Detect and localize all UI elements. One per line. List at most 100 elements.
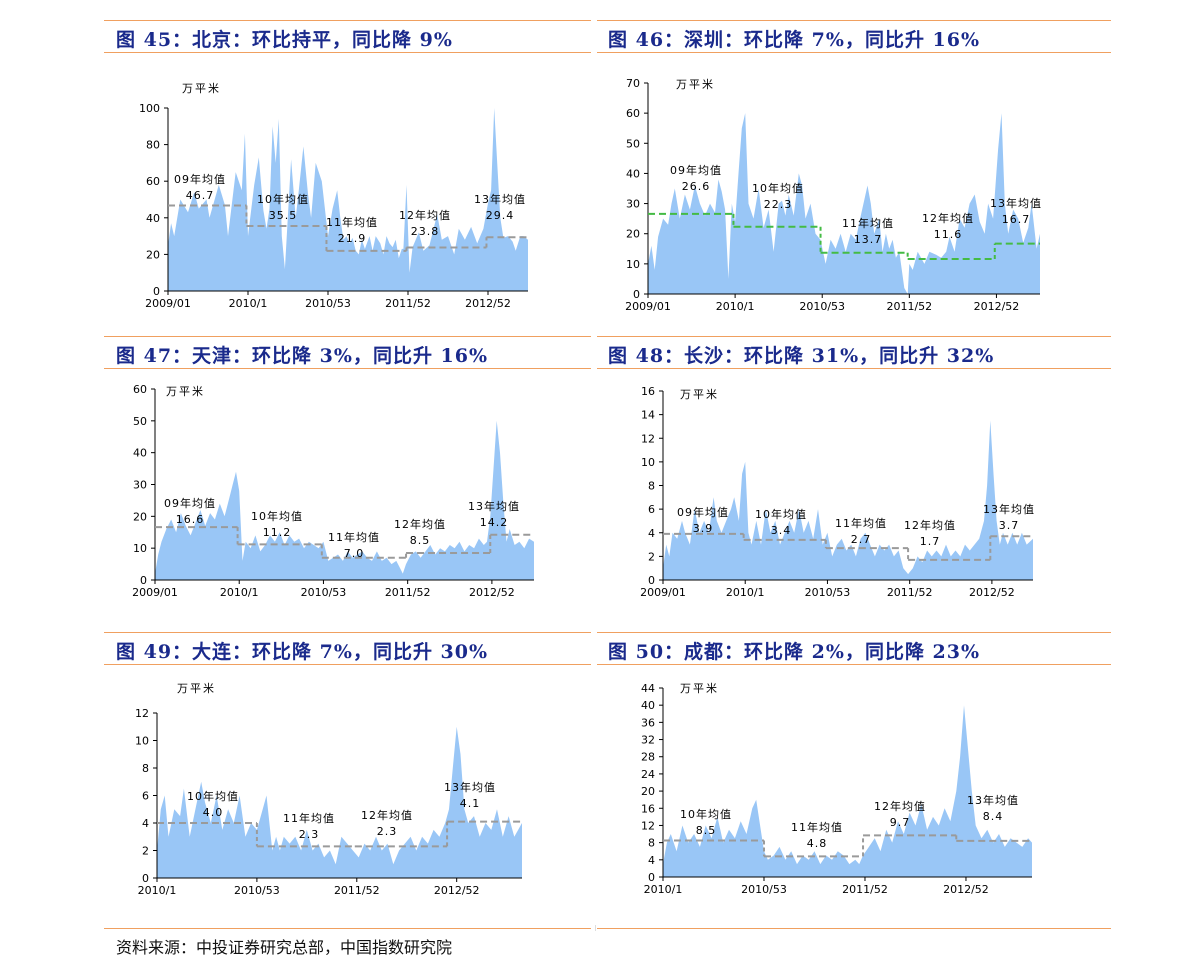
x-tick-label: 2010/53 (741, 883, 787, 896)
y-tick-label: 40 (133, 447, 147, 460)
y-tick-label: 10 (133, 542, 147, 555)
series-area (168, 108, 528, 291)
y-tick-label: 8 (142, 762, 149, 775)
x-tick-label: 2012/52 (974, 300, 1020, 313)
y-tick-label: 100 (139, 102, 160, 115)
average-value: 4.1 (460, 797, 481, 810)
title-rule-left-1 (104, 52, 591, 53)
title-rule-left-2 (104, 368, 591, 369)
y-tick-label: 2 (648, 550, 655, 563)
y-tick-label: 16 (641, 385, 655, 398)
average-value: 11.2 (263, 526, 292, 539)
y-tick-label: 4 (648, 527, 655, 540)
x-tick-label: 2010/1 (716, 300, 755, 313)
y-tick-label: 50 (133, 415, 147, 428)
source-note: 资料来源：中投证券研究总部，中国指数研究院 (116, 938, 453, 957)
y-tick-label: 8 (648, 480, 655, 493)
y-tick-label: 44 (641, 682, 655, 695)
average-value: 21.9 (338, 232, 367, 245)
average-value: 2.3 (299, 828, 320, 841)
y-tick-label: 60 (133, 383, 147, 396)
x-tick-label: 2010/53 (305, 297, 351, 310)
chart-title-chengdu: 图 50：成都：环比降 2%，同比降 23% (608, 641, 981, 663)
average-label: 13年均值 (468, 499, 520, 513)
y-unit-label: 万平米 (680, 388, 719, 401)
x-tick-label: 2010/1 (220, 586, 259, 599)
average-label: 09年均值 (670, 163, 722, 177)
average-value: 35.5 (269, 209, 298, 222)
average-value: 46.7 (186, 189, 215, 202)
average-value: 8.4 (983, 810, 1004, 823)
y-tick-label: 10 (135, 735, 149, 748)
y-unit-label: 万平米 (680, 682, 719, 695)
y-tick-label: 12 (641, 432, 655, 445)
average-label: 12年均值 (922, 211, 974, 225)
x-tick-label: 2011/52 (886, 300, 932, 313)
series-area (648, 113, 1040, 294)
y-tick-label: 4 (142, 817, 149, 830)
bottom-rule-left (104, 928, 591, 929)
chart-title-changsha: 图 48：长沙：环比降 31%，同比升 32% (608, 345, 995, 367)
average-label: 11年均值 (835, 516, 887, 530)
average-value: 2.7 (851, 533, 872, 546)
top-rule-right (597, 20, 1111, 21)
title-rule-right-1 (597, 52, 1111, 53)
average-value: 16.6 (176, 513, 205, 526)
average-label: 12年均值 (361, 808, 413, 822)
column-separator (595, 925, 596, 931)
x-tick-label: 2010/1 (229, 297, 268, 310)
average-value: 4.0 (203, 806, 224, 819)
average-value: 4.8 (807, 837, 828, 850)
y-tick-label: 24 (641, 768, 655, 781)
average-value: 3.7 (999, 519, 1020, 532)
average-label: 13年均值 (444, 780, 496, 794)
chart-title-tianjin: 图 47：天津：环比降 3%，同比升 16% (116, 345, 489, 367)
average-value: 1.7 (920, 535, 941, 548)
average-label: 13年均值 (474, 192, 526, 206)
top-rule-left-2 (104, 336, 591, 337)
top-rule-right-2 (597, 336, 1111, 337)
y-tick-label: 0 (633, 288, 640, 301)
average-label: 12年均值 (394, 517, 446, 531)
y-unit-label: 万平米 (182, 82, 221, 95)
average-label: 12年均值 (399, 208, 451, 222)
x-tick-label: 2012/52 (969, 586, 1015, 599)
title-rule-right-2 (597, 368, 1111, 369)
average-label: 10年均值 (680, 807, 732, 821)
y-tick-label: 2 (142, 845, 149, 858)
y-tick-label: 40 (146, 212, 160, 225)
average-value: 14.2 (480, 516, 509, 529)
x-tick-label: 2012/52 (469, 586, 515, 599)
average-label: 11年均值 (283, 811, 335, 825)
x-tick-label: 2012/52 (465, 297, 511, 310)
x-tick-label: 2012/52 (943, 883, 989, 896)
y-tick-label: 0 (140, 574, 147, 587)
x-tick-label: 2012/52 (434, 884, 480, 897)
x-tick-label: 2010/53 (301, 586, 347, 599)
x-tick-label: 2010/53 (234, 884, 280, 897)
y-tick-label: 0 (648, 871, 655, 884)
y-tick-label: 10 (626, 258, 640, 271)
y-tick-label: 20 (133, 510, 147, 523)
average-label: 10年均值 (257, 192, 309, 206)
y-tick-label: 10 (641, 456, 655, 469)
y-unit-label: 万平米 (177, 682, 216, 695)
y-tick-label: 80 (146, 139, 160, 152)
average-label: 09年均值 (164, 496, 216, 510)
average-value: 9.7 (890, 816, 911, 829)
average-value: 3.9 (693, 522, 714, 535)
y-tick-label: 6 (648, 503, 655, 516)
average-label: 09年均值 (677, 505, 729, 519)
average-label: 13年均值 (990, 196, 1042, 210)
y-tick-label: 28 (641, 751, 655, 764)
chart-title-shenzhen: 图 46：深圳：环比降 7%，同比升 16% (608, 29, 981, 51)
average-value: 7.0 (344, 547, 365, 560)
top-rule-left-3 (104, 632, 591, 633)
average-label: 11年均值 (326, 215, 378, 229)
average-value: 23.8 (411, 225, 440, 238)
